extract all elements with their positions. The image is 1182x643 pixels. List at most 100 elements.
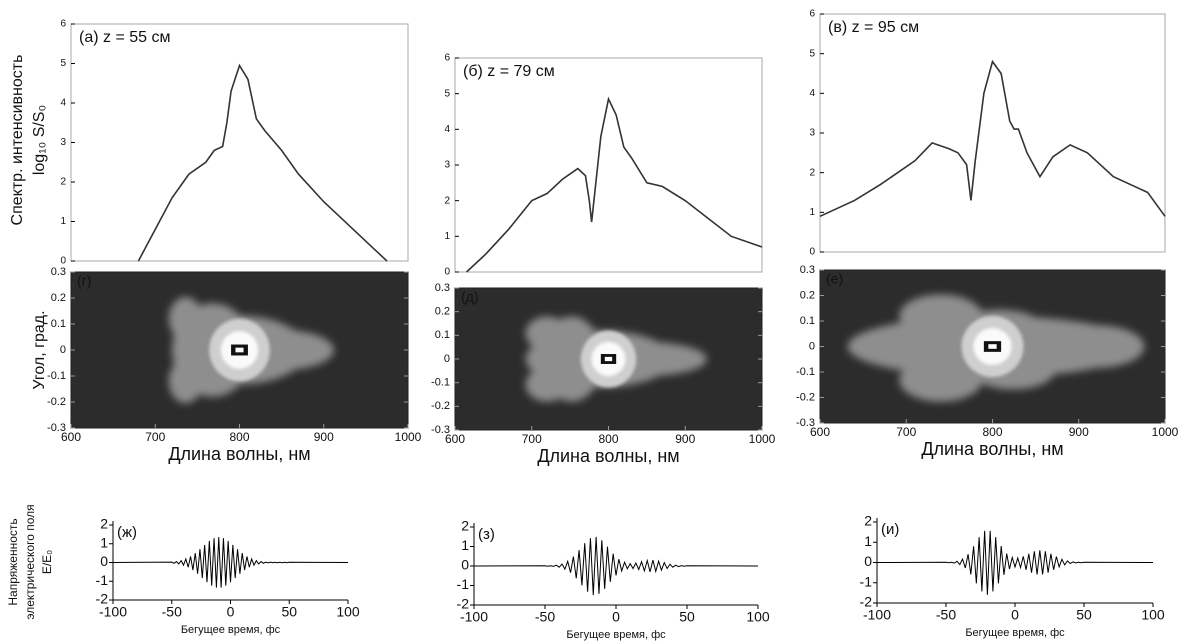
heatmap-region <box>988 344 997 349</box>
y-tick-label: 1 <box>100 534 108 550</box>
y-tick-label: 0 <box>60 256 66 267</box>
panel-label: (а) z = 55 см <box>79 29 170 46</box>
panel: -2 -1 0 1 2 -100 -50 0 50 100 (з) Бегущее время, фс <box>457 518 770 641</box>
heatmap-region <box>1047 325 1145 368</box>
y-tick-label: -0.2 <box>796 391 815 403</box>
y-tick-label: 0 <box>100 553 108 569</box>
panel-label: (в) z = 95 см <box>828 19 919 36</box>
y-tick-label: 5 <box>809 48 815 59</box>
x-tick-label: 100 <box>336 604 360 620</box>
panel: -0.3 -0.2 -0.1 0 0.1 0.2 0.3 600 700 800 900 1000 (е… <box>796 264 1179 459</box>
y-tick-label: -1 <box>860 573 873 589</box>
data-line <box>137 63 388 262</box>
y-tick-label: -0.1 <box>47 370 66 382</box>
y-axis-label: E/E₀ <box>40 550 54 574</box>
y-tick-label: 1 <box>461 537 469 553</box>
y-tick-label: -2 <box>860 594 873 610</box>
y-axis-label: Спектр. интенсивность <box>9 55 26 226</box>
x-tick-label: 900 <box>1069 425 1089 439</box>
x-tick-label: 100 <box>746 609 770 625</box>
y-tick-label: 2 <box>809 167 815 178</box>
x-axis-label: Бегущее время, фс <box>181 624 281 636</box>
y-tick-label: 0 <box>444 267 450 278</box>
x-tick-label: 600 <box>61 430 81 444</box>
y-tick-label: 6 <box>809 9 815 20</box>
y-tick-label: -0.2 <box>431 400 450 412</box>
y-tick-label: 2 <box>100 516 108 532</box>
y-tick-label: 0 <box>809 247 815 258</box>
y-tick-label: 4 <box>809 88 815 99</box>
x-tick-label: 0 <box>612 609 620 625</box>
y-tick-label: -2 <box>457 596 470 612</box>
panel-label: (б) z = 79 см <box>463 63 555 80</box>
y-tick-label: -0.3 <box>796 417 815 429</box>
panel: -0.3 -0.2 -0.1 0 0.1 0.2 0.3 600 700 800 900 1000 (д… <box>431 282 776 466</box>
heatmap-region <box>604 356 613 362</box>
heatmap-region <box>235 347 244 353</box>
plot-frame <box>819 13 1166 253</box>
plot-frame <box>70 23 409 262</box>
panel: 0 1 2 3 4 5 6 (а) z = 55 см Спектр. интенсивност… <box>9 19 409 267</box>
y-tick-label: 0 <box>60 344 66 356</box>
y-tick-label: 0 <box>461 557 469 573</box>
y-tick-label: 0.3 <box>800 264 815 276</box>
panel-label: (з) <box>478 526 495 543</box>
panel-label: (и) <box>881 521 899 538</box>
heatmap-region <box>899 358 983 402</box>
y-tick-label: -1 <box>96 572 109 588</box>
y-tick-label: 4 <box>60 98 66 109</box>
heatmap-image <box>168 296 334 404</box>
x-tick-label: 800 <box>598 432 618 446</box>
x-tick-label: -100 <box>460 609 488 625</box>
y-tick-label: -0.3 <box>47 422 66 434</box>
x-tick-label: -50 <box>936 607 956 623</box>
y-tick-label: 0 <box>809 340 815 352</box>
heatmap-image <box>525 316 707 402</box>
x-tick-label: 700 <box>896 425 916 439</box>
data-line <box>876 530 1154 595</box>
x-tick-label: 800 <box>982 425 1002 439</box>
y-tick-label: 3 <box>809 128 815 139</box>
y-tick-label: 5 <box>60 58 66 69</box>
x-tick-label: 700 <box>522 432 542 446</box>
y-tick-label: 3 <box>444 160 450 171</box>
y-tick-label: 1 <box>444 231 450 242</box>
data-line <box>112 537 349 588</box>
y-tick-label: 5 <box>444 88 450 99</box>
data-line <box>819 59 1166 218</box>
y-axis-label: электрического поля <box>23 504 37 619</box>
heatmap-region <box>540 316 603 402</box>
x-tick-label: 1000 <box>749 432 776 446</box>
x-tick-label: 0 <box>1011 607 1019 623</box>
data-line <box>473 536 759 596</box>
y-tick-label: 0.2 <box>51 292 66 304</box>
data-line <box>465 96 763 273</box>
y-tick-label: -0.1 <box>796 366 815 378</box>
x-tick-label: -50 <box>535 609 555 625</box>
x-tick-label: 700 <box>145 430 165 444</box>
panel: -2 -1 0 1 2 -100 -50 0 50 100 (ж) Бегущее время, фс… <box>6 504 360 636</box>
x-tick-label: 1000 <box>1152 425 1179 439</box>
y-tick-label: 6 <box>60 19 66 30</box>
x-tick-label: 900 <box>675 432 695 446</box>
y-tick-label: 0.2 <box>800 289 815 301</box>
y-tick-label: 1 <box>864 533 872 549</box>
panel: -2 -1 0 1 2 -100 -50 0 50 100 (и) Бегущее время, фс <box>860 513 1165 639</box>
y-tick-label: 1 <box>809 207 815 218</box>
y-tick-label: 0.1 <box>435 329 450 341</box>
x-axis-label: Длина волны, нм <box>168 444 310 464</box>
panel: 0 1 2 3 4 5 6 (в) z = 95 см <box>809 9 1166 258</box>
y-axis-label: Угол, град. <box>31 310 48 389</box>
x-axis-label: Бегущее время, фс <box>566 629 666 641</box>
y-tick-label: 0 <box>864 553 872 569</box>
x-tick-label: 100 <box>1141 607 1165 623</box>
y-tick-label: 6 <box>444 53 450 64</box>
x-axis-label: Бегущее время, фс <box>965 627 1065 639</box>
y-axis-label: Напряженность <box>6 518 20 605</box>
y-tick-label: 0.1 <box>51 318 66 330</box>
y-tick-label: 3 <box>60 137 66 148</box>
x-tick-label: 0 <box>227 604 235 620</box>
y-tick-label: -2 <box>96 591 109 607</box>
x-tick-label: 50 <box>1076 607 1092 623</box>
x-tick-label: 800 <box>229 430 249 444</box>
